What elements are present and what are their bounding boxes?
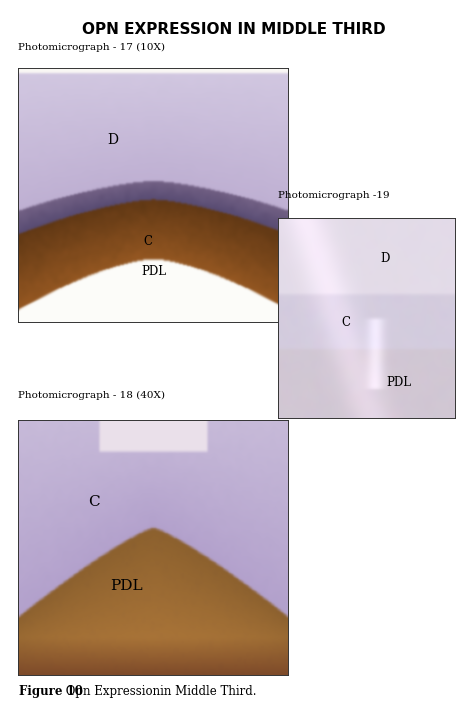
Text: Opn Expressionin Middle Third.: Opn Expressionin Middle Third.: [62, 685, 256, 698]
Text: Photomicrograph - 17 (10X): Photomicrograph - 17 (10X): [18, 43, 165, 52]
Text: Photomicrograph -19: Photomicrograph -19: [278, 191, 390, 200]
Text: PDL: PDL: [141, 265, 166, 278]
Text: D: D: [380, 252, 389, 265]
Text: C: C: [341, 316, 350, 329]
Text: Photomicrograph - 18 (40X): Photomicrograph - 18 (40X): [18, 391, 165, 400]
Text: PDL: PDL: [387, 376, 411, 389]
Text: PDL: PDL: [110, 579, 143, 593]
Text: OPN EXPRESSION IN MIDDLE THIRD: OPN EXPRESSION IN MIDDLE THIRD: [82, 22, 386, 37]
Text: C: C: [144, 234, 153, 248]
Text: D: D: [108, 132, 118, 146]
Text: Figure 10: Figure 10: [19, 685, 82, 698]
Text: C: C: [88, 495, 100, 509]
